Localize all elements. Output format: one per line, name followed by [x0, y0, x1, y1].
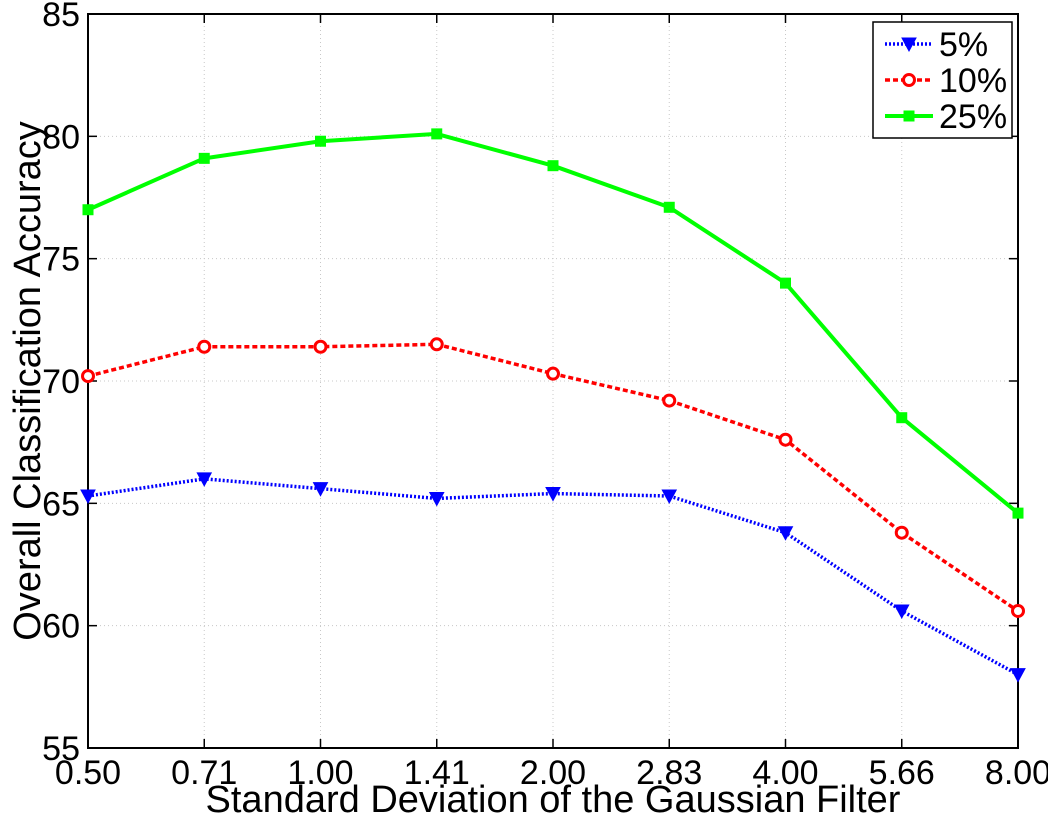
x-tick-label: 0.71 — [171, 754, 237, 792]
data-point — [780, 277, 791, 289]
y-tick-label: 55 — [42, 730, 80, 768]
data-point — [197, 339, 212, 354]
data-point — [431, 128, 443, 140]
series-3 — [82, 128, 1024, 519]
x-tick-label: 2.83 — [636, 754, 702, 792]
legend-marker — [902, 73, 916, 87]
legend-marker — [901, 37, 917, 53]
data-point — [1012, 507, 1024, 519]
y-tick-label: 70 — [42, 363, 80, 401]
x-tick-label: 1.00 — [287, 754, 353, 792]
data-point — [429, 337, 444, 352]
data-point — [81, 369, 95, 384]
legend-label: 25% — [939, 98, 1007, 136]
y-tick-label: 80 — [42, 118, 80, 156]
x-tick-label: 4.00 — [752, 754, 818, 792]
data-point — [315, 135, 326, 147]
data-point — [80, 489, 96, 505]
data-point — [196, 472, 213, 487]
y-tick-label: 65 — [42, 485, 80, 523]
data-point — [896, 412, 908, 424]
x-tick-label: 8.00 — [985, 754, 1048, 792]
data-point — [661, 489, 678, 505]
data-point — [663, 201, 675, 213]
data-point — [82, 204, 94, 216]
data-point — [1010, 668, 1026, 683]
x-tick-label: 0.50 — [55, 754, 121, 792]
x-tick-label: 1.41 — [404, 754, 470, 792]
data-point — [198, 152, 210, 164]
data-point — [313, 339, 328, 354]
x-tick-labels: 0.50 0.71 1.00 1.41 2.00 2.83 4.00 5.66 8.00 — [55, 754, 1048, 792]
data-point — [777, 526, 794, 541]
data-point — [662, 393, 677, 408]
data-point — [893, 604, 910, 620]
y-axis-title: Overall Classification Accuracy — [7, 121, 49, 641]
series-1 — [80, 472, 1026, 683]
x-tick-label: 5.66 — [869, 754, 935, 792]
legend-item: 25% — [885, 98, 1007, 136]
x-axis-title: Standard Deviation of the Gaussian Filte… — [206, 779, 901, 821]
data-point — [894, 525, 909, 540]
legend-item: 10% — [885, 62, 1007, 100]
legend-label: 5% — [939, 26, 988, 64]
y-tick-labels: 55 60 65 70 75 80 85 — [42, 0, 80, 768]
legend: 5%10%25% — [872, 21, 1013, 139]
y-tick-label: 75 — [42, 241, 80, 279]
y-tick-label: 60 — [42, 608, 80, 646]
data-point — [1011, 603, 1025, 618]
y-tick-label: 85 — [42, 0, 80, 34]
data-point — [547, 160, 559, 172]
x-tick-label: 2.00 — [520, 754, 586, 792]
legend-label: 10% — [939, 62, 1007, 100]
data-point — [312, 482, 329, 497]
series-2 — [81, 337, 1025, 618]
legend-marker — [903, 110, 915, 122]
data-point — [546, 366, 560, 381]
data-point — [778, 432, 793, 447]
series-line — [87, 477, 1019, 677]
axis-ticks — [87, 13, 1019, 749]
grid — [88, 14, 1018, 748]
data-point — [545, 487, 561, 502]
data-point — [428, 491, 445, 507]
series-layer — [80, 128, 1026, 683]
legend-item: 5% — [885, 26, 988, 64]
